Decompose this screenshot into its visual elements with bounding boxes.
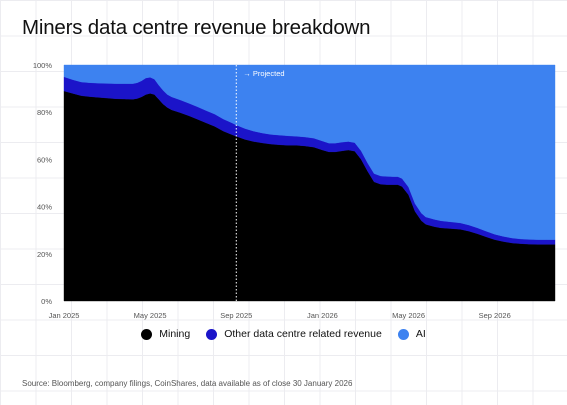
legend-item-other: Other data centre related revenue: [206, 328, 382, 340]
x-tick-label: May 2026: [392, 311, 425, 320]
legend-label-ai: AI: [415, 328, 426, 340]
legend-label-other: Other data centre related revenue: [224, 328, 382, 340]
y-tick-label: 80%: [37, 108, 52, 117]
x-tick-label: May 2025: [134, 311, 167, 320]
x-tick-label: Sep 2026: [479, 311, 511, 320]
y-tick-label: 0%: [41, 297, 52, 306]
area-series-ai: [63, 64, 556, 240]
x-tick-label: Jan 2025: [49, 311, 80, 320]
legend-label-mining: Mining: [159, 328, 191, 340]
y-tick-label: 20%: [37, 250, 52, 259]
y-tick-label: 100%: [33, 61, 53, 70]
legend-swatch-mining: [141, 328, 153, 340]
legend-item-ai: AI: [397, 328, 426, 340]
legend-item-mining: Mining: [141, 328, 190, 340]
y-tick-label: 60%: [37, 155, 52, 164]
y-tick-label: 40%: [37, 203, 52, 212]
chart-legend: Mining Other data centre related revenue…: [0, 328, 567, 340]
x-tick-label: Sep 2025: [220, 311, 252, 320]
legend-swatch-ai: [397, 328, 409, 340]
legend-swatch-other: [206, 328, 218, 340]
projected-label: → Projected: [243, 69, 284, 78]
source-note: Source: Bloomberg, company filings, Coin…: [22, 379, 353, 388]
chart-title: Miners data centre revenue breakdown: [22, 16, 371, 39]
x-tick-label: Jan 2026: [307, 311, 338, 320]
